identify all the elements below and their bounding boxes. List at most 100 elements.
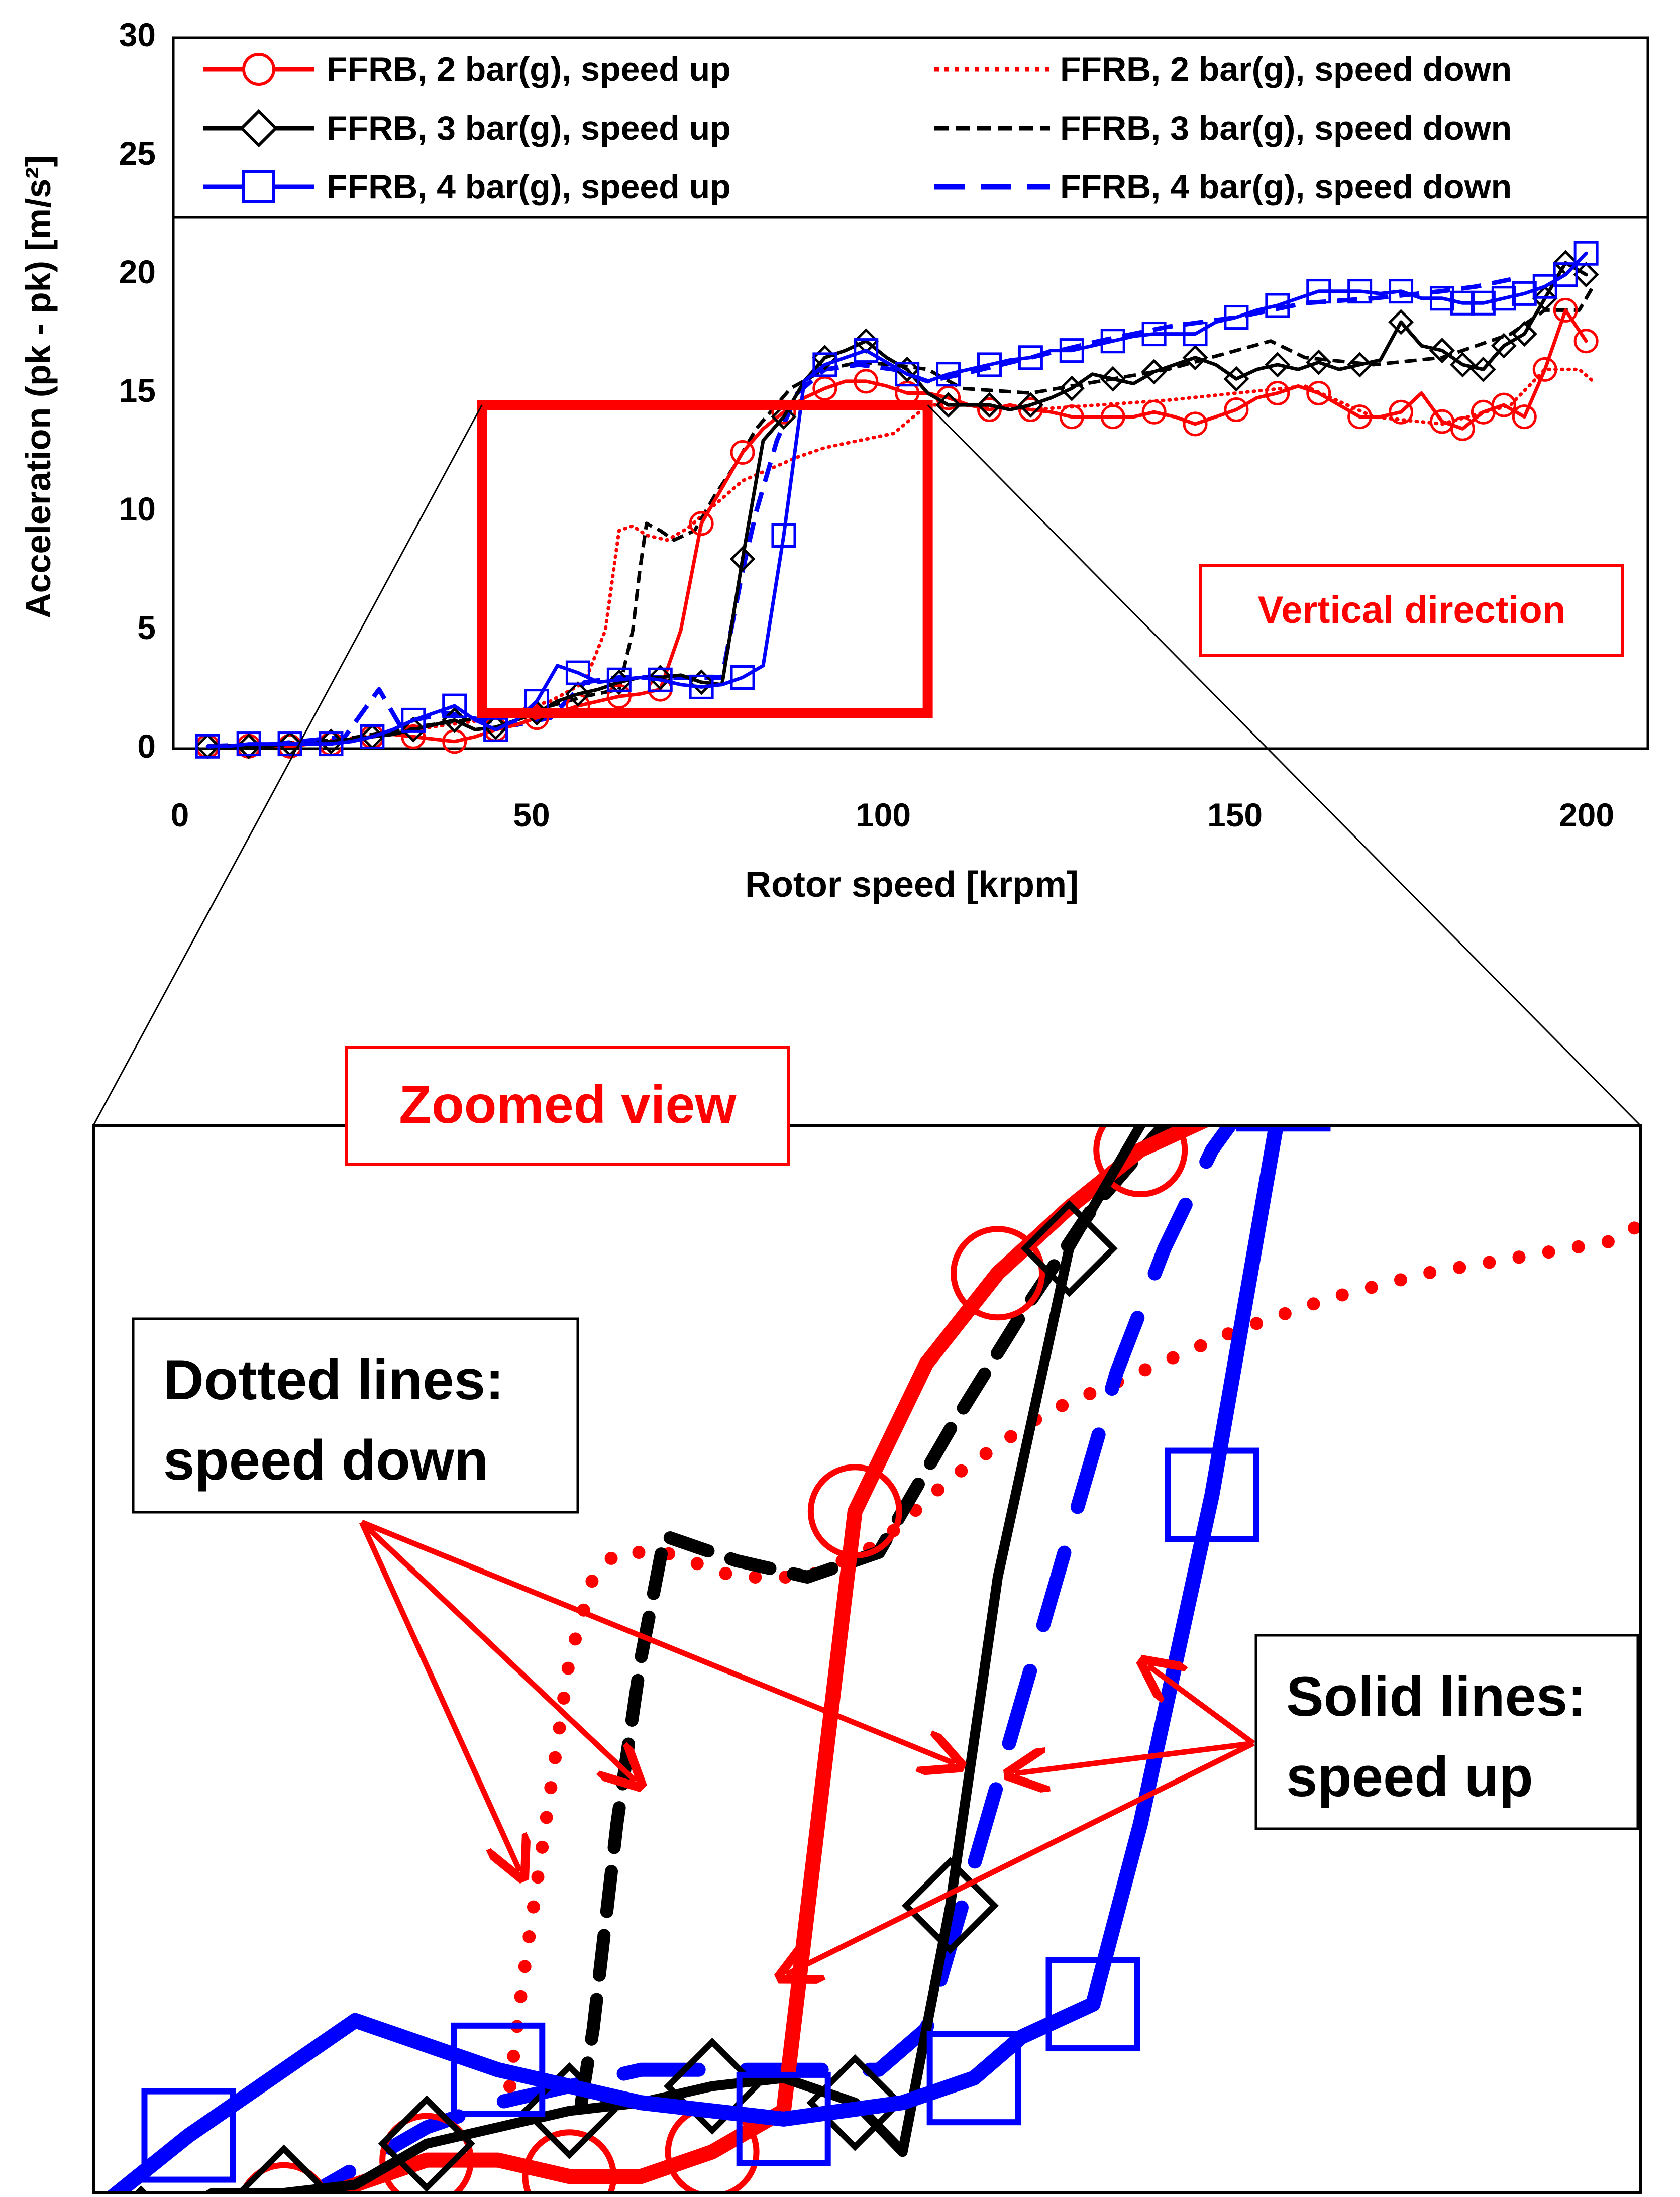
main-data-point: [565, 681, 591, 707]
zoomed-data-point: [1382, 991, 1471, 1079]
main-x-tick-labels: 0 50 100 150 200: [171, 796, 1614, 833]
main-data-point: [1532, 285, 1558, 311]
main-data-point: [729, 546, 756, 572]
main-data-point: [1100, 329, 1125, 354]
zoomed-series-line: [202, 1125, 1147, 2193]
zoomed-title: Zoomed view: [399, 1075, 737, 1134]
y-tick-label: 30: [119, 16, 156, 53]
zoomed-data-point: [736, 2071, 831, 2166]
main-data-point: [1100, 404, 1125, 430]
main-data-point: [1491, 286, 1516, 311]
main-data-point: [894, 356, 920, 382]
zoomed-data-point: [1045, 1957, 1140, 2052]
main-data-point: [1265, 381, 1290, 405]
main-data-point: [1491, 392, 1516, 417]
zoomed-data-point: [141, 2088, 236, 2183]
zoomed-data-point: [522, 2129, 617, 2193]
main-data-point: [1224, 397, 1249, 423]
main-data-point: [936, 362, 961, 387]
zoomed-title-box: [345, 1046, 790, 1166]
legend-label: FFRB, 2 bar(g), speed down: [1060, 50, 1512, 88]
legend-box: [172, 36, 1649, 219]
arrows-speed-down: [359, 1519, 955, 1871]
main-data-point: [318, 728, 344, 755]
main-data-point: [689, 674, 714, 699]
zoom-region-box: [477, 400, 933, 718]
main-data-point: [1018, 397, 1043, 423]
x-tick-label: 0: [171, 796, 189, 833]
main-data-point: [1306, 381, 1331, 405]
zoom-connector-right: [927, 404, 1641, 1126]
main-data-point: [1388, 309, 1414, 335]
main-data-point: [1223, 366, 1249, 392]
main-y-tick-labels: 0 5 10 15 20 25 30: [119, 16, 156, 765]
main-data-point: [977, 397, 1002, 423]
legend-marker-square: [242, 170, 275, 203]
x-axis-label: Rotor speed [krpm]: [745, 865, 1079, 905]
main-data-point: [1141, 322, 1167, 347]
x-tick-label: 200: [1559, 796, 1614, 833]
y-axis-label: Acceleration (pk - pk) [m/s²]: [19, 155, 58, 618]
main-data-point: [1265, 352, 1291, 378]
main-data-point: [895, 362, 920, 387]
main-data-point: [1224, 305, 1249, 330]
main-data-point: [1347, 352, 1373, 378]
main-data-point: [1183, 322, 1208, 347]
zoomed-data-point: [239, 2162, 329, 2193]
main-data-point: [1491, 333, 1517, 359]
legend-label: FFRB, 4 bar(g), speed up: [327, 168, 731, 206]
zoomed-data-point: [451, 2022, 546, 2117]
main-series-line: [207, 277, 1511, 749]
main-data-point: [360, 724, 385, 749]
main-data-point: [1511, 321, 1537, 347]
main-data-point: [606, 684, 632, 709]
legend-marker-circle: [242, 53, 275, 86]
legend: FFRB, 2 bar(g), speed up FFRB, 3 bar(g),…: [172, 36, 1649, 219]
zoomed-data-point: [235, 2144, 333, 2193]
arrow: [360, 1519, 955, 1763]
y-tick-label: 5: [137, 609, 156, 646]
main-data-point: [1471, 290, 1496, 316]
legend-label: FFRB, 3 bar(g), speed up: [327, 109, 731, 147]
main-data-point: [442, 693, 467, 718]
arrow: [786, 1741, 1255, 1974]
zoomed-data-point: [1165, 1447, 1259, 1542]
main-data-point: [1141, 399, 1167, 425]
main-data-point: [1573, 241, 1599, 266]
main-data-point: [401, 724, 426, 749]
main-data-point: [1182, 345, 1208, 371]
main-data-point: [771, 523, 796, 548]
legend-label: FFRB, 3 bar(g), speed down: [1060, 109, 1512, 147]
arrow: [1015, 1740, 1254, 1773]
zoomed-data-point: [1260, 1125, 1307, 1132]
main-data-point: [771, 404, 797, 430]
zoomed-data-point: [951, 1226, 1045, 1321]
main-data-point: [1183, 411, 1208, 437]
y-tick-label: 15: [119, 372, 156, 409]
callout-text-line1: Dotted lines:: [163, 1348, 504, 1411]
main-data-point: [1018, 345, 1043, 370]
main-data-point: [1306, 279, 1331, 304]
main-data-point: [854, 369, 879, 394]
main-data-point: [1347, 404, 1373, 430]
main-series-group: [194, 241, 1599, 759]
main-data-point: [1017, 392, 1043, 418]
main-data-point: [935, 392, 962, 418]
main-data-point: [195, 734, 220, 759]
main-data-point: [483, 717, 508, 742]
main-data-point: [606, 667, 632, 692]
arrow: [360, 1520, 636, 1781]
main-data-point: [1553, 262, 1578, 287]
main-data-point: [1100, 366, 1126, 392]
main-data-point: [689, 511, 714, 536]
callout-text-line2: speed up: [1286, 1745, 1533, 1808]
main-data-point: [854, 338, 879, 363]
main-data-point: [1389, 399, 1414, 425]
zoomed-data-point: [1168, 999, 1256, 1088]
zoomed-series-line: [298, 1125, 1239, 2193]
main-data-point: [1553, 297, 1578, 323]
zoomed-series-line: [105, 1125, 1284, 2193]
zoomed-data-point: [664, 2038, 761, 2135]
main-data-point: [483, 714, 509, 741]
zoomed-plot-frame: [92, 1124, 1642, 2194]
